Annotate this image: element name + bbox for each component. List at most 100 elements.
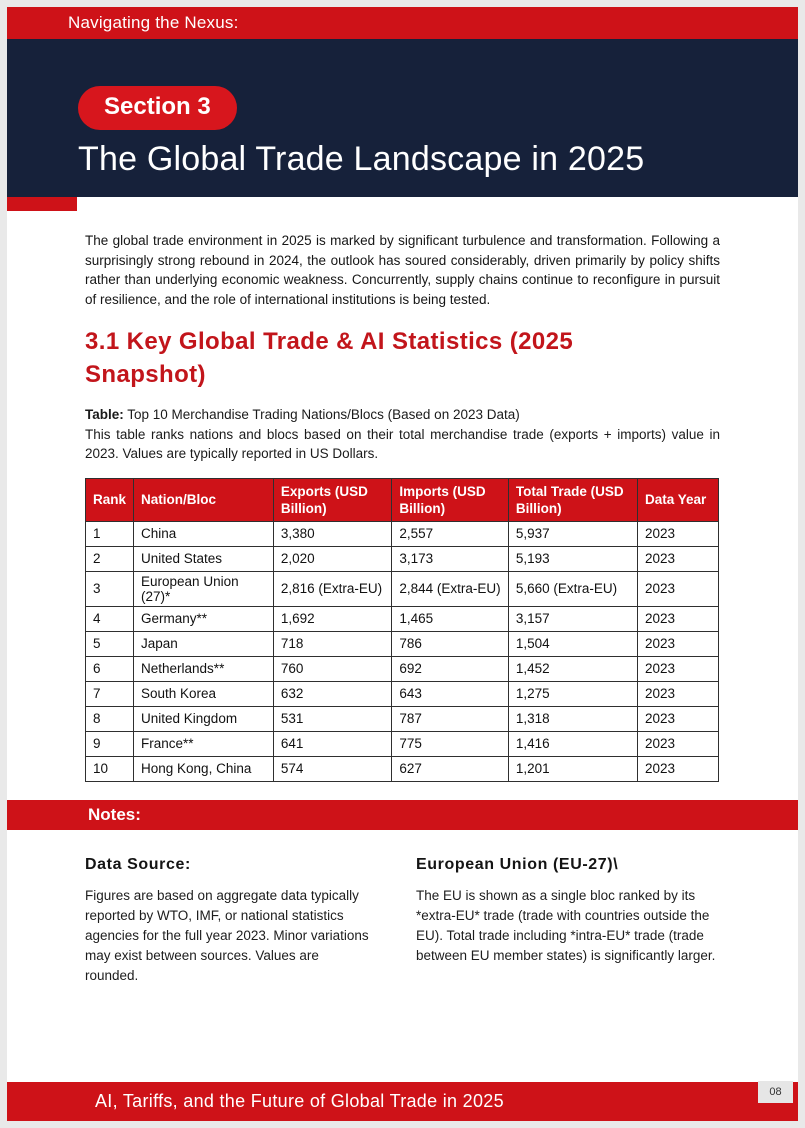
column-header: Data Year xyxy=(636,477,720,522)
trade-table: Rank Nation/Bloc Exports (USD Billion) Impo… xyxy=(84,477,720,782)
table-cell: 3,173 xyxy=(391,545,509,572)
page-title: The Global Trade Landscape in 2025 xyxy=(78,140,645,178)
notes-bar: Notes: xyxy=(7,799,798,830)
table-cell: 2,020 xyxy=(272,545,393,572)
column-header: Total Trade (USD Billion) xyxy=(507,477,638,522)
trade-table-body: 1 China 3,380 2,557 5,937 2023 2 United States 2… xyxy=(84,520,720,782)
table-caption: Table: Top 10 Merchandise Trading Nation… xyxy=(85,405,720,425)
table-cell: 1,465 xyxy=(391,605,509,632)
table-cell: Germany** xyxy=(133,605,274,632)
column-header: Nation/Bloc xyxy=(133,477,274,522)
table-row: 7 South Korea 632 643 1,275 2023 xyxy=(84,680,720,707)
table-cell: Japan xyxy=(133,630,274,657)
kicker-bar: Navigating the Nexus: xyxy=(7,7,798,39)
table-cell: 718 xyxy=(272,630,393,657)
table-cell: 7 xyxy=(84,680,135,707)
header-row: Rank Nation/Bloc Exports (USD Billion) Impo… xyxy=(84,477,720,522)
table-cell: 2,816 (Extra-EU) xyxy=(272,570,393,607)
table-caption-label: Table: xyxy=(85,407,124,422)
notes-section: Data Source: Figures are based on aggreg… xyxy=(7,830,798,986)
table-cell: France** xyxy=(133,730,274,757)
table-cell: 2023 xyxy=(636,730,720,757)
table-row: 1 China 3,380 2,557 5,937 2023 xyxy=(84,520,720,547)
note-column-data-source: Data Source: Figures are based on aggreg… xyxy=(85,856,370,986)
accent-block xyxy=(7,197,77,211)
notes-bar-label: Notes: xyxy=(88,804,141,824)
table-cell: 1,201 xyxy=(507,755,638,782)
table-row: 5 Japan 718 786 1,504 2023 xyxy=(84,630,720,657)
table-row: 2 United States 2,020 3,173 5,193 2023 xyxy=(84,545,720,572)
table-cell: South Korea xyxy=(133,680,274,707)
table-cell: 2023 xyxy=(636,605,720,632)
table-cell: 787 xyxy=(391,705,509,732)
table-cell: 6 xyxy=(84,655,135,682)
column-header: Exports (USD Billion) xyxy=(272,477,393,522)
page-number-badge: 08 xyxy=(758,1081,793,1103)
note-body: Figures are based on aggregate data typi… xyxy=(85,887,369,983)
table-cell: 632 xyxy=(272,680,393,707)
table-cell: 2023 xyxy=(636,755,720,782)
table-description: This table ranks nations and blocs based… xyxy=(85,426,720,462)
kicker-text: Navigating the Nexus: xyxy=(68,13,239,32)
note-column-european-union: European Union (EU-27)\ The EU is shown … xyxy=(416,856,718,986)
table-cell: 2,557 xyxy=(391,520,509,547)
hero-banner: Section 3 The Global Trade Landscape in … xyxy=(7,39,798,197)
table-cell: 692 xyxy=(391,655,509,682)
table-caption-text: Top 10 Merchandise Trading Nations/Blocs… xyxy=(123,407,520,422)
table-cell: 2023 xyxy=(636,705,720,732)
table-row: 10 Hong Kong, China 574 627 1,201 2023 xyxy=(84,755,720,782)
table-cell: 627 xyxy=(391,755,509,782)
table-cell: 8 xyxy=(84,705,135,732)
table-cell: 775 xyxy=(391,730,509,757)
table-cell: 760 xyxy=(272,655,393,682)
table-cell: 5 xyxy=(84,630,135,657)
footer-bar: AI, Tariffs, and the Future of Global Tr… xyxy=(7,1082,798,1121)
table-row: 9 France** 641 775 1,416 2023 xyxy=(84,730,720,757)
document-page: Navigating the Nexus: Section 3 The Glob… xyxy=(7,7,798,1121)
table-cell: 531 xyxy=(272,705,393,732)
section-badge: Section 3 xyxy=(78,86,237,130)
footer-title: AI, Tariffs, and the Future of Global Tr… xyxy=(95,1091,504,1111)
table-cell: European Union (27)* xyxy=(133,570,274,607)
note-heading: Data Source: xyxy=(85,855,191,873)
table-cell: 1,504 xyxy=(507,630,638,657)
table-cell: 9 xyxy=(84,730,135,757)
table-cell: 2023 xyxy=(636,680,720,707)
table-cell: 641 xyxy=(272,730,393,757)
table-row: 4 Germany** 1,692 1,465 3,157 2023 xyxy=(84,605,720,632)
table-cell: 574 xyxy=(272,755,393,782)
table-cell: 786 xyxy=(391,630,509,657)
table-cell: 2023 xyxy=(636,630,720,657)
table-row: 8 United Kingdom 531 787 1,318 2023 xyxy=(84,705,720,732)
table-cell: 2 xyxy=(84,545,135,572)
table-cell: 2,844 (Extra-EU) xyxy=(391,570,509,607)
column-header: Imports (USD Billion) xyxy=(391,477,509,522)
table-cell: 2023 xyxy=(636,570,720,607)
table-cell: 5,660 (Extra-EU) xyxy=(507,570,638,607)
table-cell: 3 xyxy=(84,570,135,607)
subsection-heading: 3.1 Key Global Trade & AI Statistics (20… xyxy=(85,328,574,388)
table-cell: 1,452 xyxy=(507,655,638,682)
table-cell: 643 xyxy=(391,680,509,707)
table-cell: 10 xyxy=(84,755,135,782)
table-cell: 1,318 xyxy=(507,705,638,732)
table-cell: 2023 xyxy=(636,545,720,572)
table-cell: 1 xyxy=(84,520,135,547)
note-heading: European Union (EU-27)\ xyxy=(416,855,619,873)
note-body: The EU is shown as a single bloc ranked … xyxy=(416,887,716,963)
table-cell: 1,416 xyxy=(507,730,638,757)
table-cell: 5,193 xyxy=(507,545,638,572)
intro-paragraph: The global trade environment in 2025 is … xyxy=(85,233,720,307)
table-cell: 1,275 xyxy=(507,680,638,707)
table-cell: 3,157 xyxy=(507,605,638,632)
table-cell: 5,937 xyxy=(507,520,638,547)
table-row: 3 European Union (27)* 2,816 (Extra-EU) 2,8… xyxy=(84,570,720,607)
table-row: 6 Netherlands** 760 692 1,452 2023 xyxy=(84,655,720,682)
table-cell: Hong Kong, China xyxy=(133,755,274,782)
table-cell: United States xyxy=(133,545,274,572)
table-cell: 2023 xyxy=(636,655,720,682)
table-cell: China xyxy=(133,520,274,547)
table-cell: 3,380 xyxy=(272,520,393,547)
table-cell: 1,692 xyxy=(272,605,393,632)
table-cell: 4 xyxy=(84,605,135,632)
